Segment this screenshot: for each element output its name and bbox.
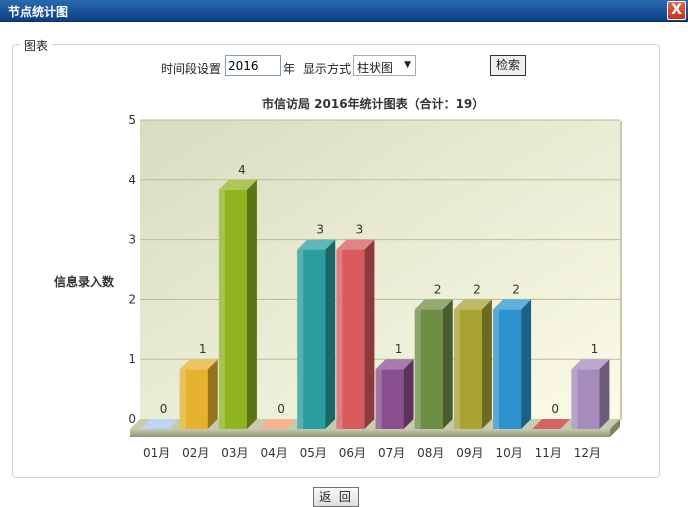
y-tick-label: 5 xyxy=(128,113,136,127)
bar-highlight xyxy=(493,309,500,429)
display-mode-select[interactable]: 柱状图 ▼ xyxy=(353,55,416,76)
year-input[interactable] xyxy=(225,55,281,76)
y-tick-label: 3 xyxy=(128,233,136,247)
search-button[interactable]: 检索 xyxy=(490,55,526,76)
y-tick-label: 4 xyxy=(128,173,136,187)
bar-highlight xyxy=(297,249,304,429)
groupbox-legend: 图表 xyxy=(20,37,53,54)
chart-side-wall xyxy=(620,120,622,421)
bar-top xyxy=(571,359,610,370)
bar-top xyxy=(336,239,375,250)
bar-side xyxy=(207,359,218,429)
bar-05月 xyxy=(297,239,336,429)
bar-highlight xyxy=(218,189,225,429)
x-tick-label: 10月 xyxy=(495,446,522,460)
bar-top xyxy=(453,299,492,310)
x-tick-label: 03月 xyxy=(221,446,248,460)
bar-top xyxy=(218,179,257,190)
bar-highlight xyxy=(179,369,186,429)
bar-top xyxy=(179,359,218,370)
filter-row: 时间段设置 年 显示方式 柱状图 ▼ 检索 xyxy=(0,54,688,78)
bar-value-label: 4 xyxy=(238,163,246,177)
chart-floor-front xyxy=(130,429,610,437)
y-tick-label: 0 xyxy=(128,412,136,426)
bar-top xyxy=(493,299,532,310)
close-button[interactable]: X xyxy=(667,1,686,20)
display-mode-value: 柱状图 xyxy=(357,61,394,75)
bar-07月 xyxy=(375,359,414,429)
bar-04月 xyxy=(258,419,297,429)
bar-highlight xyxy=(414,309,421,429)
bar-side xyxy=(481,299,492,429)
bar-value-label: 3 xyxy=(356,223,364,237)
bar-top xyxy=(297,239,336,250)
bar-value-label: 3 xyxy=(316,223,324,237)
bar-09月 xyxy=(453,299,492,429)
window-title: 节点统计图 xyxy=(8,5,69,19)
display-mode-label: 显示方式 xyxy=(303,62,352,76)
year-unit-label: 年 xyxy=(283,62,296,76)
bar-01月 xyxy=(140,419,179,429)
bar-side xyxy=(442,299,453,429)
bar-value-label: 1 xyxy=(199,342,207,356)
bar-value-label: 2 xyxy=(473,282,481,296)
bar-top xyxy=(532,419,571,429)
bar-02月 xyxy=(179,359,218,429)
x-tick-label: 11月 xyxy=(535,446,562,460)
y-tick-label: 2 xyxy=(128,292,136,306)
title-bar: 节点统计图 X xyxy=(0,0,688,22)
x-tick-label: 05月 xyxy=(300,446,327,460)
bar-top xyxy=(140,419,179,429)
bar-top xyxy=(258,419,297,429)
bar-top xyxy=(414,299,453,310)
chart-floor-side xyxy=(610,419,620,437)
x-tick-label: 06月 xyxy=(339,446,366,460)
bar-value-label: 2 xyxy=(434,282,442,296)
bar-06月 xyxy=(336,239,375,429)
bar-10月 xyxy=(493,299,532,429)
bar-03月 xyxy=(218,179,257,429)
bar-value-label: 1 xyxy=(591,342,599,356)
x-tick-label: 02月 xyxy=(182,446,209,460)
bar-11月 xyxy=(532,419,571,429)
bar-top xyxy=(375,359,414,370)
chart-groupbox xyxy=(12,44,660,478)
bar-value-label: 0 xyxy=(160,402,168,416)
bar-side xyxy=(403,359,414,429)
bar-12月 xyxy=(571,359,610,429)
bar-value-label: 2 xyxy=(512,282,520,296)
bar-side xyxy=(599,359,610,429)
x-tick-label: 08月 xyxy=(417,446,444,460)
bar-side xyxy=(246,179,257,429)
chart-title: 市信访局 2016年统计图表（合计：19） xyxy=(262,97,485,111)
bar-highlight xyxy=(453,309,460,429)
y-axis-label: 信息录入数 xyxy=(54,275,115,289)
bar-highlight xyxy=(336,249,343,429)
x-tick-label: 04月 xyxy=(260,446,287,460)
bar-highlight xyxy=(571,369,578,429)
x-tick-label: 01月 xyxy=(143,446,170,460)
period-label: 时间段设置 xyxy=(161,62,222,76)
bar-value-label: 0 xyxy=(551,402,559,416)
x-tick-label: 09月 xyxy=(456,446,483,460)
back-button[interactable]: 返 回 xyxy=(313,487,359,507)
bar-highlight xyxy=(375,369,382,429)
x-tick-label: 07月 xyxy=(378,446,405,460)
bar-value-label: 0 xyxy=(277,402,285,416)
bar-side xyxy=(521,299,532,429)
dropdown-arrow-icon: ▼ xyxy=(404,60,411,70)
x-tick-label: 12月 xyxy=(574,446,601,460)
bar-side xyxy=(364,239,375,429)
bar-value-label: 1 xyxy=(395,342,403,356)
y-tick-label: 1 xyxy=(128,352,136,366)
bar-side xyxy=(325,239,336,429)
bar-08月 xyxy=(414,299,453,429)
